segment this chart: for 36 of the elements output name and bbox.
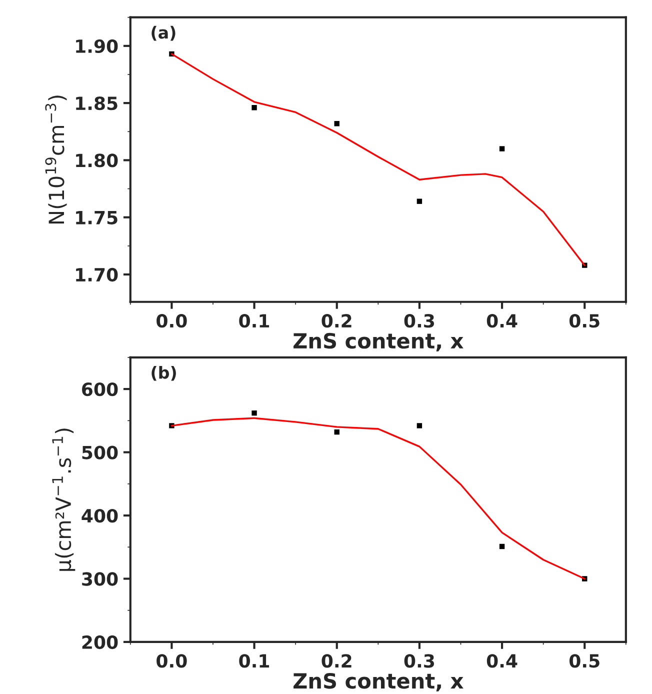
y-tick-label: 1.90 — [76, 39, 118, 54]
x-tick-label: 0.4 — [486, 654, 518, 668]
x-tick-label: 0.1 — [239, 314, 270, 328]
y-tick-label: 600 — [82, 382, 118, 396]
point — [252, 105, 257, 110]
y-tick-label: 300 — [82, 572, 118, 586]
point — [334, 429, 340, 435]
x-tick-label: 0.3 — [404, 654, 434, 668]
point — [416, 198, 422, 204]
y-tick-label: 1.85 — [76, 96, 118, 110]
x-tick-label: 0.3 — [404, 314, 434, 328]
x-axis-title: ZnS content, x — [294, 672, 464, 692]
y-tick-label: 1.75 — [76, 211, 118, 224]
y-tick-label: 400 — [82, 508, 118, 523]
y-tick-label: 1.80 — [76, 154, 118, 168]
point — [334, 121, 340, 126]
point — [416, 423, 422, 428]
x-tick-label: 0.5 — [570, 654, 600, 668]
y-tick-label: 500 — [82, 446, 118, 460]
y-axis-title: N(10$^{19}$cm$^{−3}$) — [45, 96, 67, 224]
y-tick-label: 200 — [82, 635, 118, 650]
x-tick-label: 0.0 — [156, 654, 187, 668]
x-tick-label: 0.2 — [322, 314, 352, 328]
y-tick-label: 1.70 — [76, 268, 118, 282]
x-axis-title: ZnS content, x — [294, 332, 464, 352]
point — [499, 146, 505, 152]
x-tick-label: 0.2 — [322, 654, 352, 668]
x-tick-label: 0.0 — [156, 314, 187, 328]
point — [499, 544, 505, 550]
y-axis-title: μ(cm²V$^{−1}$.s$^{−1}$) — [52, 428, 76, 571]
x-tick-label: 0.4 — [486, 314, 518, 328]
x-tick-label: 0.5 — [570, 314, 600, 328]
annotation: (b) — [152, 366, 176, 381]
annotation: (a) — [152, 26, 176, 41]
point — [252, 410, 257, 416]
x-tick-label: 0.1 — [239, 654, 270, 668]
